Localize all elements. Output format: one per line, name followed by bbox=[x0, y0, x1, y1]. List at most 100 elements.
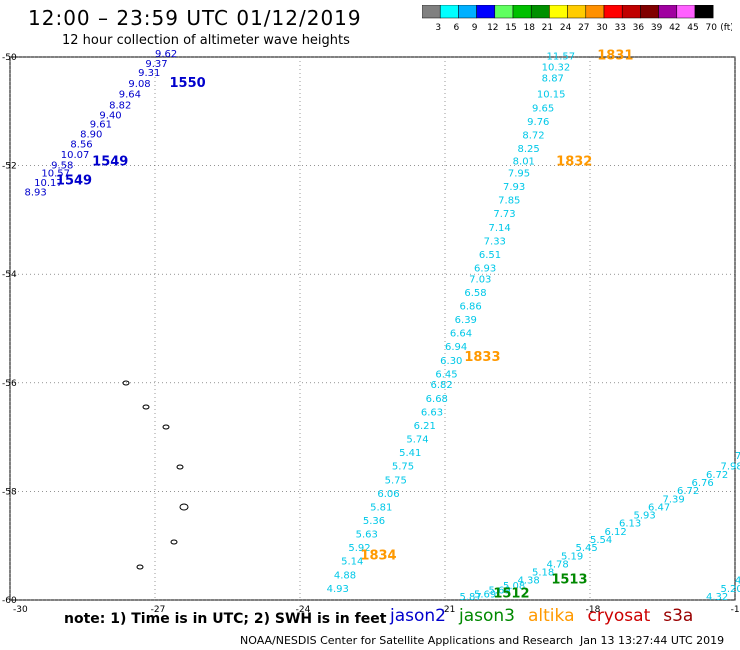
wave-height-label: 5.41 bbox=[399, 448, 421, 459]
wave-height-label: 6.93 bbox=[474, 263, 496, 274]
pass-number-label: 1549 bbox=[92, 155, 128, 170]
wave-height-label: 11.57 bbox=[547, 52, 576, 63]
wave-height-label: 5.74 bbox=[406, 435, 428, 446]
island-outline bbox=[136, 564, 144, 570]
wave-height-label: 6.76 bbox=[692, 478, 714, 489]
wave-height-label: 7.85 bbox=[498, 196, 520, 207]
wave-height-label: 10.57 bbox=[41, 168, 70, 179]
wave-height-label: 5.08 bbox=[503, 581, 525, 592]
lat-tick-label: -54 bbox=[2, 270, 17, 280]
wave-height-label: 5.45 bbox=[576, 543, 598, 554]
wave-height-label: 8.82 bbox=[109, 101, 131, 112]
wave-height-label: 5.81 bbox=[370, 502, 392, 513]
page-title: 12:00 – 23:59 UTC 01/12/2019 bbox=[28, 6, 362, 30]
wave-height-label: 5.75 bbox=[385, 475, 407, 486]
wave-height-label: 4.93 bbox=[327, 584, 349, 595]
wave-height-label: 6.51 bbox=[479, 250, 501, 261]
wave-height-label: 10.17 bbox=[34, 178, 63, 189]
lon-tick-label: -24 bbox=[296, 605, 311, 615]
wave-height-label: 10.07 bbox=[61, 150, 90, 161]
island-outline bbox=[142, 404, 150, 410]
wave-height-label: 10.15 bbox=[537, 90, 566, 101]
wave-height-label: 10.32 bbox=[542, 63, 571, 74]
pass-number-label: 1833 bbox=[464, 350, 500, 365]
wave-height-label: 7.73 bbox=[493, 209, 515, 220]
satellite-legend-jason2: jason2 bbox=[390, 606, 446, 626]
wave-height-label: 9.37 bbox=[145, 59, 167, 70]
satellite-legend-jason3: jason3 bbox=[459, 606, 515, 626]
wave-height-label: 4.88 bbox=[334, 570, 356, 581]
wave-height-label: 4.38 bbox=[735, 576, 740, 587]
pass-number-label: 1832 bbox=[556, 155, 592, 170]
wave-height-label: 6.13 bbox=[619, 519, 641, 530]
units-note: note: 1) Time is in UTC; 2) SWH is in fe… bbox=[64, 611, 387, 627]
wave-height-label: 6.45 bbox=[435, 369, 457, 380]
wave-height-label: 6.30 bbox=[440, 356, 462, 367]
wave-height-label: 6.94 bbox=[445, 342, 467, 353]
legend-bin-label: 18 bbox=[523, 23, 535, 33]
wave-height-label: 5.75 bbox=[392, 462, 414, 473]
wave-height-label: 4.78 bbox=[547, 559, 569, 570]
wave-height-label: 6.72 bbox=[677, 486, 699, 497]
lon-tick-label: -27 bbox=[151, 605, 166, 615]
track-jason3: 7.357.986.726.766.727.396.475.936.136.12… bbox=[460, 451, 740, 603]
wave-height-label: 5.19 bbox=[561, 551, 583, 562]
legend-bin-label: 70 bbox=[705, 23, 717, 33]
legend-bin-label: 33 bbox=[614, 23, 625, 33]
wave-height-label: 5.69 bbox=[489, 585, 511, 596]
lon-tick-label: -30 bbox=[13, 605, 28, 615]
wave-height-label: 8.01 bbox=[513, 157, 535, 168]
wave-height-label: 8.25 bbox=[518, 144, 540, 155]
satellite-legend-cryosat: cryosat bbox=[587, 606, 651, 626]
wave-height-label: 7.14 bbox=[489, 223, 511, 234]
wave-height-label: 4.38 bbox=[518, 576, 540, 587]
legend-bin-label: 30 bbox=[596, 23, 608, 33]
legend-bin-label: 45 bbox=[687, 23, 698, 33]
pass-number-label: 1512 bbox=[493, 586, 529, 601]
wave-height-label: 6.86 bbox=[460, 301, 482, 312]
pass-number-label: 1513 bbox=[551, 573, 587, 588]
track-jason2: 9.629.379.319.089.648.829.409.618.908.56… bbox=[25, 49, 206, 198]
legend-unit: (ft) bbox=[720, 23, 732, 33]
wave-height-label: 9.61 bbox=[90, 120, 112, 131]
island-outline bbox=[122, 380, 130, 386]
wave-height-label: 6.68 bbox=[426, 394, 448, 405]
wave-height-label: 6.06 bbox=[377, 489, 399, 500]
pass-number-label: 1831 bbox=[597, 49, 633, 64]
wave-height-label: 5.54 bbox=[590, 535, 612, 546]
axis-ticks: -30 -27 -24 -21 -18 -15 -50 -52 -54 -56 -58 -60 bbox=[2, 53, 740, 615]
wave-height-label: 4.32 bbox=[706, 592, 728, 603]
lat-tick-label: -58 bbox=[2, 487, 17, 497]
legend-swatch bbox=[694, 5, 714, 19]
wave-height-label: 9.08 bbox=[128, 79, 150, 90]
satellite-legend: jason2 jason3 altika cryosat s3a bbox=[390, 606, 706, 626]
lon-tick-label: -18 bbox=[586, 605, 601, 615]
wave-height-label: 6.21 bbox=[414, 421, 436, 432]
wave-height-label: 9.65 bbox=[532, 103, 554, 114]
page-subtitle: 12 hour collection of altimeter wave hei… bbox=[62, 33, 350, 48]
legend-bin-label: 3 bbox=[435, 23, 441, 33]
wave-height-label: 7.35 bbox=[735, 451, 740, 462]
legend-bin-label: 24 bbox=[560, 23, 572, 33]
wave-height-label: 5.93 bbox=[634, 511, 656, 522]
satellite-legend-s3a: s3a bbox=[663, 606, 694, 626]
legend-bin-label: 42 bbox=[669, 23, 680, 33]
wave-height-label: 5.87 bbox=[460, 592, 482, 603]
pass-number-label: 1550 bbox=[170, 76, 206, 91]
wave-height-label: 6.82 bbox=[431, 380, 453, 391]
island-outlines bbox=[122, 380, 189, 570]
wave-height-label: 5.63 bbox=[356, 530, 378, 541]
island-outline bbox=[170, 539, 178, 545]
lat-tick-label: -52 bbox=[2, 162, 17, 172]
legend-bin-label: 36 bbox=[633, 23, 645, 33]
lat-tick-label: -56 bbox=[2, 379, 17, 389]
map-frame bbox=[9, 56, 736, 601]
map-grid bbox=[9, 56, 736, 601]
wave-height-label: 6.47 bbox=[648, 502, 670, 513]
wave-height-label: 6.72 bbox=[706, 470, 728, 481]
wave-height-label: 5.36 bbox=[363, 516, 385, 527]
altimeter-tracks: 9.629.379.319.089.648.829.409.618.908.56… bbox=[25, 49, 740, 603]
credit-text: NOAA/NESDIS Center for Satellite Applica… bbox=[240, 634, 574, 647]
legend-bin-label: 6 bbox=[454, 23, 460, 33]
